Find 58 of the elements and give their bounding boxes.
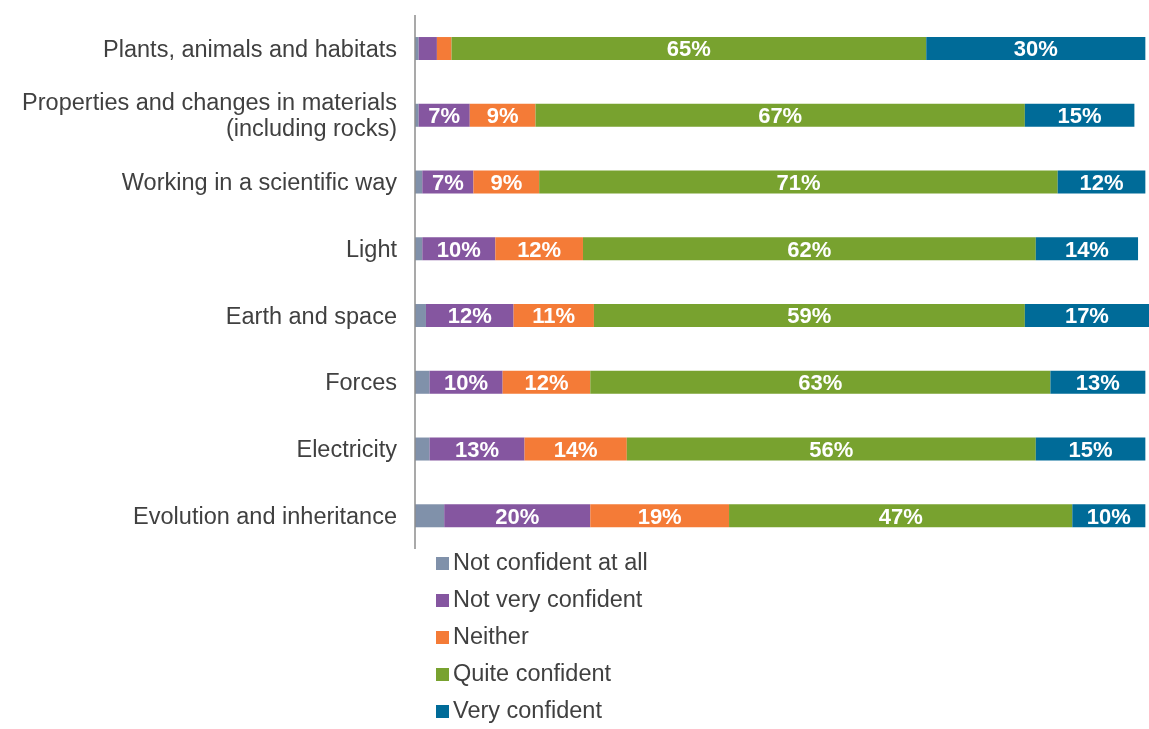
bar — [582, 237, 1036, 261]
data-label: 47% — [878, 503, 923, 529]
y-tick-label: Properties and changes in materials (including rocks) — [22, 89, 397, 142]
data-label: 7% — [428, 103, 461, 129]
data-label: 56% — [809, 436, 854, 462]
y-tick-label: Working in a scientific way — [121, 169, 398, 196]
data-label: 12% — [517, 236, 562, 262]
y-tick-label: Forces — [325, 369, 397, 396]
data-label: 65% — [666, 36, 711, 62]
bar — [729, 504, 1073, 528]
legend-label: Not very confident — [453, 586, 643, 612]
bar — [535, 103, 1025, 127]
data-label: 13% — [455, 436, 500, 462]
data-label: 19% — [637, 503, 682, 529]
data-label: 12% — [447, 303, 492, 329]
data-label: 9% — [486, 103, 519, 129]
data-label: 9% — [490, 169, 523, 195]
bar — [415, 504, 445, 528]
data-label: 63% — [798, 370, 843, 396]
data-label: 12% — [1079, 169, 1124, 195]
bar — [415, 304, 426, 328]
y-tick-label: Earth and space — [225, 302, 397, 329]
data-label: 71% — [776, 169, 821, 195]
y-tick-label: Evolution and inheritance — [133, 502, 397, 529]
bar — [415, 437, 430, 461]
data-label: 14% — [1064, 236, 1109, 262]
data-label: 59% — [787, 303, 832, 329]
bar — [451, 37, 927, 61]
bar — [626, 437, 1036, 461]
data-label: 10% — [436, 236, 481, 262]
data-label: 15% — [1068, 436, 1113, 462]
bar — [436, 37, 452, 61]
data-label: 11% — [532, 303, 576, 329]
data-label: 13% — [1075, 370, 1120, 396]
y-tick-label: Electricity — [296, 436, 398, 463]
legend-label: Very confident — [453, 697, 602, 723]
data-label: 30% — [1013, 36, 1058, 62]
data-label: 67% — [758, 103, 803, 129]
data-label: 62% — [787, 236, 832, 262]
bar — [926, 37, 1146, 61]
data-label: 10% — [444, 370, 489, 396]
legend-label: Not confident at all — [453, 549, 648, 575]
bar — [593, 304, 1025, 328]
data-label: 20% — [495, 503, 540, 529]
data-label: 14% — [553, 436, 598, 462]
legend-label: Neither — [453, 623, 529, 649]
data-label: 15% — [1057, 103, 1102, 129]
y-tick-label: Light — [346, 235, 398, 262]
data-label: 7% — [431, 169, 464, 195]
bar — [590, 370, 1051, 394]
data-label: 10% — [1086, 503, 1131, 529]
bar — [415, 370, 430, 394]
data-label: 17% — [1064, 303, 1109, 329]
data-label: 12% — [524, 370, 569, 396]
bar — [539, 170, 1058, 194]
y-tick-label: Plants, animals and habitats — [103, 35, 397, 62]
legend-label: Quite confident — [453, 660, 612, 686]
bar — [418, 37, 437, 61]
